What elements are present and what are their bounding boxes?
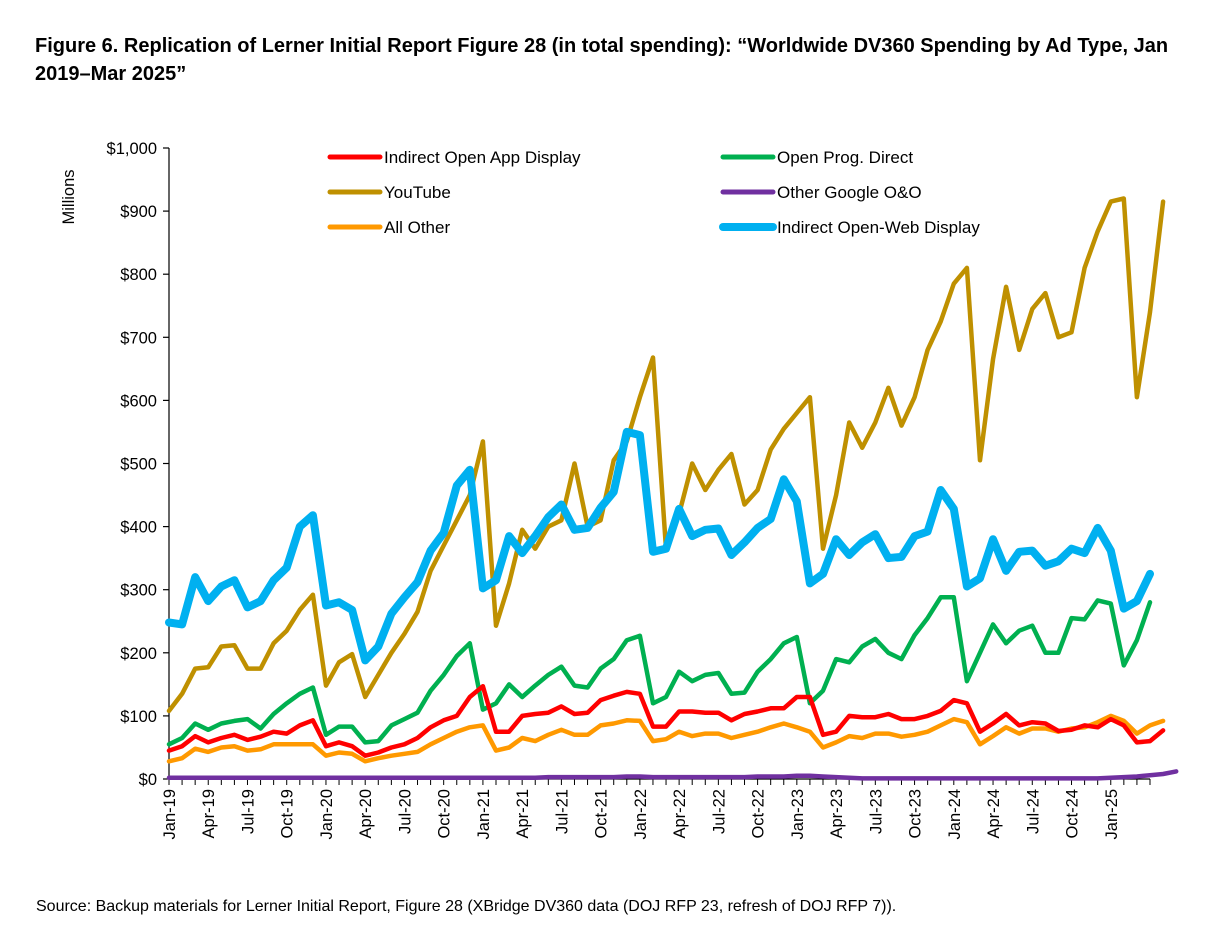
- x-tick-label: Jul-21: [553, 789, 571, 834]
- legend-label: YouTube: [384, 183, 451, 202]
- x-tick-label: Apr-20: [357, 789, 375, 839]
- legend-label: All Other: [384, 218, 450, 237]
- x-tick-label: Oct-19: [279, 789, 297, 839]
- y-axis-label: Millions: [60, 169, 78, 224]
- x-tick-label: Jul-24: [1024, 789, 1042, 834]
- x-tick-label: Jan-25: [1103, 789, 1121, 839]
- chart-legend: Indirect Open App Display YouTube All Othe…: [327, 148, 980, 237]
- x-tick-label: Jan-22: [632, 789, 650, 839]
- x-tick-label: Oct-20: [436, 789, 454, 839]
- y-tick-label: $100: [120, 708, 157, 726]
- y-tick-label: $400: [120, 519, 157, 537]
- x-tick-label: Oct-22: [750, 789, 768, 839]
- x-tick-label: Jul-22: [710, 789, 728, 834]
- x-tick-label: Apr-23: [828, 789, 846, 839]
- x-tick-label: Apr-22: [671, 789, 689, 839]
- x-tick-label: Jan-20: [318, 789, 336, 839]
- legend-label: Indirect Open App Display: [384, 148, 581, 167]
- series-line-open-prog-direct: [166, 595, 1153, 747]
- y-tick-label: $500: [120, 456, 157, 474]
- x-tick-label: Jul-19: [239, 789, 257, 834]
- x-tick-label: Apr-19: [200, 789, 218, 839]
- x-tick-label: Apr-24: [985, 789, 1003, 839]
- y-tick-label: $200: [120, 645, 157, 663]
- x-tick-label: Jul-20: [396, 789, 414, 834]
- chart-series: [165, 196, 1179, 781]
- x-tick-label: Jan-23: [789, 789, 807, 839]
- x-tick-label: Oct-21: [593, 789, 611, 839]
- series-line-indirect-open-app-display: [166, 683, 1166, 758]
- x-tick-label: Oct-24: [1064, 789, 1082, 839]
- legend-label: Indirect Open-Web Display: [777, 218, 980, 237]
- x-tick-label: Jan-21: [475, 789, 493, 839]
- y-tick-label: $800: [120, 266, 157, 284]
- legend-label: Open Prog. Direct: [777, 148, 913, 167]
- x-tick-label: Jan-24: [946, 789, 964, 839]
- y-tick-label: $0: [139, 771, 157, 789]
- series-line-indirect-open-web-display: [165, 427, 1154, 665]
- series-line-all-other: [166, 713, 1166, 764]
- x-tick-label: Jul-23: [867, 789, 885, 834]
- x-tick-label: Jan-19: [161, 789, 179, 839]
- x-tick-label: Oct-23: [907, 789, 925, 839]
- series-line-other-google-o-o: [166, 769, 1179, 781]
- y-tick-label: $600: [120, 392, 157, 410]
- y-tick-label: $300: [120, 582, 157, 600]
- x-tick-label: Apr-21: [514, 789, 532, 839]
- legend-label: Other Google O&O: [777, 183, 922, 202]
- source-note: Source: Backup materials for Lerner Init…: [36, 898, 897, 915]
- y-tick-label: $700: [120, 329, 157, 347]
- y-tick-label: $900: [120, 203, 157, 221]
- figure-title: Figure 6. Replication of Lerner Initial …: [35, 35, 1169, 85]
- y-tick-label: $1,000: [107, 140, 157, 158]
